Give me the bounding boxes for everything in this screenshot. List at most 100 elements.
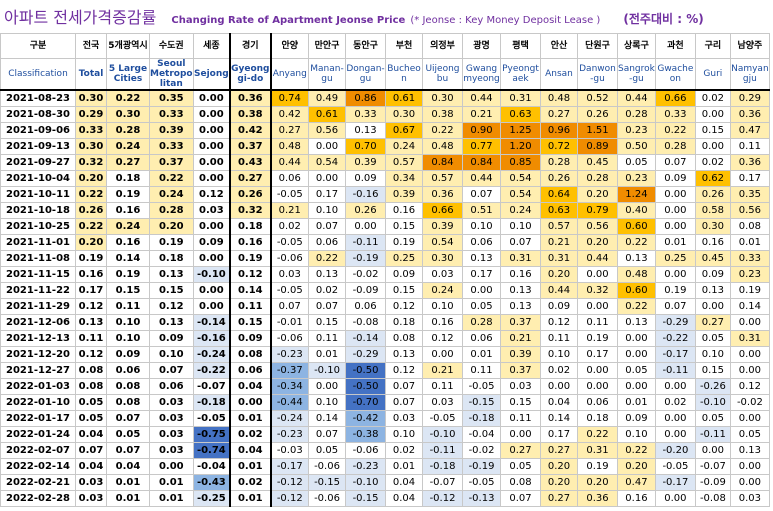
rate-cell: -0.15 bbox=[308, 474, 346, 491]
rate-cell: 0.00 bbox=[149, 458, 194, 475]
table-row: 2022-02-07 0.07 0.07 0.03 -0.74 0.04 -0.03 0.05… bbox=[0, 442, 770, 459]
rate-cell: 0.13 bbox=[617, 314, 656, 331]
rate-cell: 0.15 bbox=[694, 362, 731, 379]
rate-cell: 0.11 bbox=[106, 298, 150, 315]
column-header-en: Pyeongt aek bbox=[500, 58, 541, 91]
rate-cell: -0.06 bbox=[270, 250, 309, 267]
rate-cell: 0.22 bbox=[149, 170, 194, 187]
rate-cell: 0.28 bbox=[577, 170, 618, 187]
rate-cell: 0.67 bbox=[385, 122, 423, 139]
column-header-en: Bucheo n bbox=[385, 58, 423, 91]
rate-cell: 0.02 bbox=[654, 394, 696, 411]
row-date: 2021-11-15 bbox=[0, 266, 76, 283]
rate-cell: 0.15 bbox=[106, 282, 150, 299]
rate-cell: 0.42 bbox=[229, 122, 272, 139]
rate-cell: 0.11 bbox=[540, 330, 578, 347]
rate-cell: -0.23 bbox=[270, 426, 309, 443]
rate-cell: 0.15 bbox=[385, 282, 423, 299]
rate-cell: 0.37 bbox=[500, 362, 541, 379]
rate-cell: 0.00 bbox=[654, 202, 696, 219]
rate-cell: 0.02 bbox=[270, 218, 309, 235]
row-date: 2022-01-10 bbox=[0, 394, 76, 411]
rate-cell: 0.03 bbox=[422, 394, 463, 411]
rate-cell: 0.00 bbox=[192, 282, 232, 299]
rate-cell: 0.19 bbox=[229, 250, 272, 267]
rate-cell: -0.11 bbox=[345, 234, 386, 251]
rate-cell: -0.16 bbox=[345, 186, 386, 203]
rate-cell: 0.32 bbox=[75, 154, 107, 171]
rate-cell: 0.11 bbox=[75, 330, 107, 347]
rate-cell: 0.01 bbox=[729, 234, 770, 251]
rate-cell: -0.20 bbox=[654, 442, 696, 459]
rate-cell: -0.05 bbox=[462, 378, 501, 395]
rate-cell: 0.06 bbox=[577, 394, 618, 411]
rate-cell: 0.00 bbox=[577, 378, 618, 395]
row-date: 2022-02-14 bbox=[0, 458, 76, 475]
rate-cell: -0.10 bbox=[308, 362, 346, 379]
rate-cell: 0.08 bbox=[106, 394, 150, 411]
rate-cell: 0.21 bbox=[422, 362, 463, 379]
rate-cell: 0.13 bbox=[149, 314, 194, 331]
rate-cell: 0.33 bbox=[149, 106, 194, 123]
rate-cell: 0.14 bbox=[106, 250, 150, 267]
rate-cell: -0.50 bbox=[345, 378, 386, 395]
rate-cell: 0.19 bbox=[385, 234, 423, 251]
rate-cell: 0.15 bbox=[500, 394, 541, 411]
rate-cell: -0.05 bbox=[422, 410, 463, 427]
rate-cell: 0.27 bbox=[694, 314, 731, 331]
rate-cell: 0.23 bbox=[617, 170, 656, 187]
rate-cell: 0.06 bbox=[229, 362, 272, 379]
table-row: 2021-12-20 0.12 0.09 0.10 -0.24 0.08 -0.23 0.01… bbox=[0, 346, 770, 363]
rate-cell: 0.36 bbox=[577, 490, 618, 507]
rate-cell: 0.19 bbox=[577, 458, 618, 475]
rate-cell: 0.00 bbox=[192, 106, 232, 123]
table-row: 2021-10-25 0.22 0.24 0.20 0.00 0.18 0.02 0.07 0.… bbox=[0, 218, 770, 235]
rate-cell: 0.28 bbox=[106, 122, 150, 139]
rate-cell: 0.37 bbox=[500, 314, 541, 331]
rate-cell: 0.00 bbox=[654, 426, 696, 443]
rate-cell: 0.05 bbox=[617, 362, 656, 379]
rate-cell: 0.07 bbox=[500, 490, 541, 507]
row-date: 2021-11-22 bbox=[0, 282, 76, 299]
rate-cell: -0.74 bbox=[192, 442, 232, 459]
rate-cell: 0.00 bbox=[192, 138, 232, 155]
rate-cell: 0.39 bbox=[500, 346, 541, 363]
rate-cell: 0.57 bbox=[540, 218, 578, 235]
rate-cell: 0.15 bbox=[385, 218, 423, 235]
rate-cell: 0.56 bbox=[577, 218, 618, 235]
jeonse-rate-table: 구분 전국 5개광역시 수도권 세종 경기 안양 만안구 동안구 부천 의정부 광명 평택 안산 단원구 상… bbox=[0, 33, 770, 507]
rate-cell: 0.05 bbox=[500, 458, 541, 475]
rate-cell: 0.01 bbox=[617, 394, 656, 411]
rate-cell: 0.36 bbox=[422, 186, 463, 203]
rate-cell: 0.16 bbox=[500, 266, 541, 283]
rate-cell: -0.75 bbox=[192, 426, 232, 443]
row-date: 2022-01-24 bbox=[0, 426, 76, 443]
rate-cell: 0.05 bbox=[462, 298, 501, 315]
rate-cell: 0.13 bbox=[385, 346, 423, 363]
rate-cell: -0.24 bbox=[270, 410, 309, 427]
rate-cell: 0.10 bbox=[462, 218, 501, 235]
rate-cell: 0.00 bbox=[617, 346, 656, 363]
column-header-ko: 상록구 bbox=[617, 33, 656, 59]
rate-cell: 0.10 bbox=[500, 218, 541, 235]
table-row: 2021-10-04 0.20 0.18 0.22 0.00 0.27 0.06 0.00 0.… bbox=[0, 170, 770, 187]
rate-cell: 0.06 bbox=[462, 234, 501, 251]
rate-cell: 0.04 bbox=[229, 378, 272, 395]
rate-cell: 0.84 bbox=[462, 154, 501, 171]
column-header-ko: 남양주 bbox=[729, 33, 770, 59]
rate-cell: 0.06 bbox=[106, 362, 150, 379]
rate-cell: 1.25 bbox=[500, 122, 541, 139]
rate-cell: 0.05 bbox=[694, 330, 731, 347]
row-date: 2021-08-30 bbox=[0, 106, 76, 123]
rate-cell: 0.49 bbox=[308, 89, 346, 107]
rate-cell: 0.16 bbox=[385, 202, 423, 219]
table-row: 2021-10-18 0.26 0.16 0.28 0.03 0.32 0.21 0.10 0.… bbox=[0, 202, 770, 219]
rate-cell: 0.20 bbox=[577, 474, 618, 491]
rate-cell: 0.11 bbox=[422, 378, 463, 395]
rate-cell: 0.30 bbox=[75, 138, 107, 155]
rate-cell: 0.20 bbox=[617, 458, 656, 475]
rate-cell: 0.12 bbox=[385, 298, 423, 315]
rate-cell: 0.05 bbox=[75, 394, 107, 411]
rate-cell: -0.14 bbox=[192, 314, 232, 331]
rate-cell: 0.22 bbox=[617, 298, 656, 315]
